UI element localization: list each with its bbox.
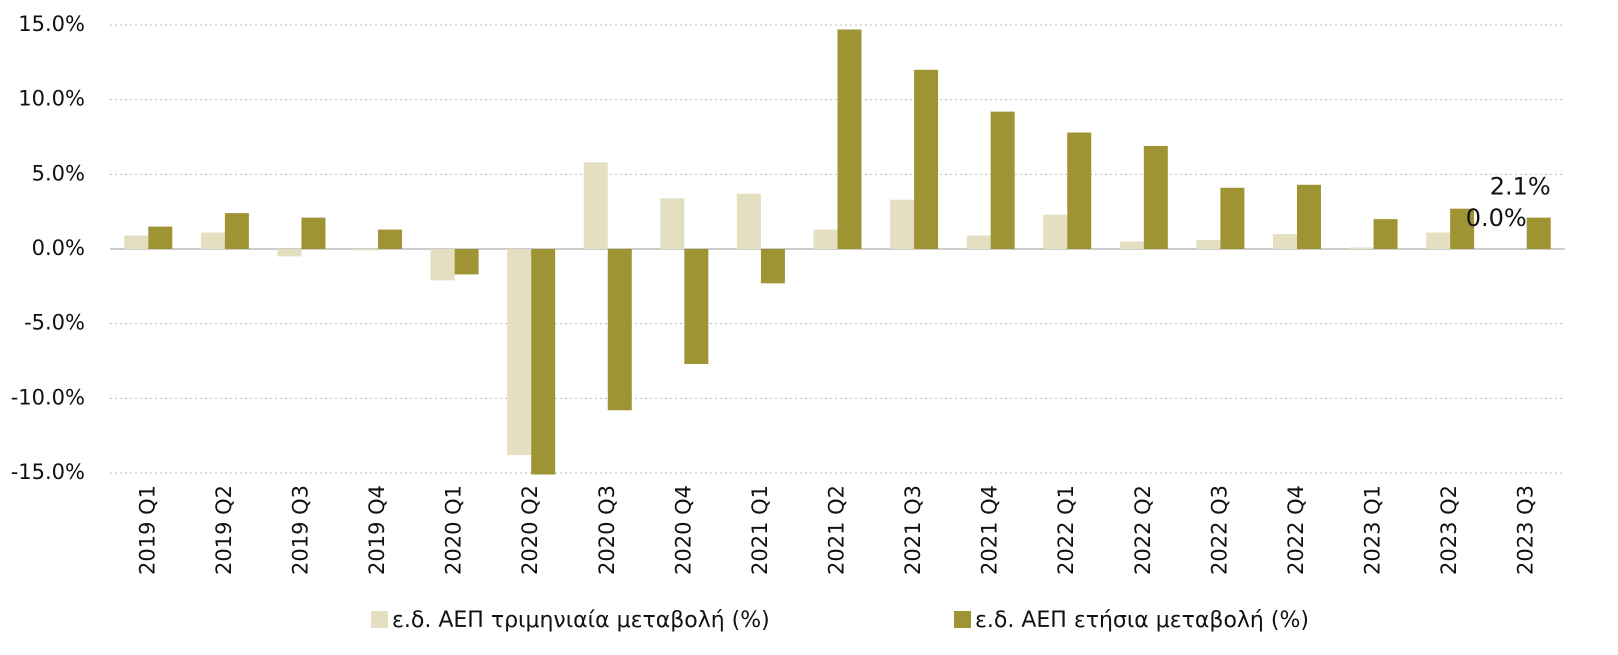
y-tick-label: -15.0% bbox=[11, 460, 85, 484]
bar bbox=[607, 249, 632, 411]
data-label: 2.1% bbox=[1490, 173, 1551, 201]
bar bbox=[1272, 234, 1297, 249]
x-tick-label: 2021 Q3 bbox=[901, 485, 925, 575]
y-tick-label: -5.0% bbox=[24, 311, 85, 335]
bar bbox=[684, 249, 709, 364]
bar bbox=[301, 217, 326, 249]
x-tick-label: 2022 Q3 bbox=[1207, 485, 1231, 575]
x-tick-label: 2019 Q4 bbox=[365, 485, 389, 575]
x-tick-label: 2021 Q2 bbox=[825, 485, 849, 575]
x-tick-label: 2019 Q1 bbox=[135, 485, 159, 575]
bar bbox=[200, 232, 225, 249]
bar bbox=[813, 229, 838, 249]
bar bbox=[1143, 145, 1168, 249]
bar bbox=[224, 213, 249, 249]
bar bbox=[837, 29, 862, 250]
y-tick-label: 5.0% bbox=[32, 161, 85, 185]
bar bbox=[1450, 208, 1475, 249]
legend-swatch bbox=[954, 611, 971, 628]
bar bbox=[1220, 187, 1245, 249]
bar bbox=[736, 193, 761, 249]
bar bbox=[430, 249, 455, 281]
bar bbox=[454, 249, 479, 275]
bar bbox=[760, 249, 785, 284]
bar bbox=[354, 249, 379, 251]
bar bbox=[507, 249, 532, 456]
bar bbox=[890, 199, 915, 249]
bar bbox=[660, 198, 685, 249]
x-tick-label: 2020 Q1 bbox=[442, 485, 466, 575]
y-tick-label: -10.0% bbox=[11, 385, 85, 409]
x-tick-label: 2023 Q1 bbox=[1361, 485, 1385, 575]
bar bbox=[124, 235, 149, 249]
legend-label: ε.δ. ΑΕΠ τριμηνιαία μεταβολή (%) bbox=[392, 608, 770, 633]
legend-label: ε.δ. ΑΕΠ ετήσια μεταβολή (%) bbox=[975, 608, 1309, 633]
bar bbox=[990, 111, 1015, 249]
x-tick-label: 2023 Q3 bbox=[1514, 485, 1538, 575]
bar bbox=[1373, 219, 1398, 249]
bar bbox=[914, 69, 939, 249]
x-tick-label: 2021 Q4 bbox=[978, 485, 1002, 575]
x-tick-label: 2020 Q3 bbox=[595, 485, 619, 575]
bar bbox=[966, 235, 991, 249]
bar bbox=[1526, 217, 1551, 249]
bar bbox=[1196, 240, 1221, 249]
bar bbox=[1119, 241, 1144, 249]
bar bbox=[148, 226, 173, 249]
x-tick-label: 2021 Q1 bbox=[748, 485, 772, 575]
x-tick-label: 2019 Q3 bbox=[288, 485, 312, 575]
legend-swatch bbox=[371, 611, 388, 628]
x-tick-label: 2020 Q4 bbox=[671, 485, 695, 575]
y-tick-label: 10.0% bbox=[18, 87, 85, 111]
x-tick-label: 2020 Q2 bbox=[518, 485, 542, 575]
data-label: 0.0% bbox=[1466, 204, 1527, 232]
x-tick-label: 2022 Q1 bbox=[1054, 485, 1078, 575]
bar bbox=[1349, 247, 1374, 249]
bar bbox=[1043, 214, 1068, 249]
x-tick-label: 2022 Q4 bbox=[1284, 485, 1308, 575]
x-tick-label: 2023 Q2 bbox=[1437, 485, 1461, 575]
y-tick-label: 0.0% bbox=[32, 236, 85, 260]
bar bbox=[1296, 184, 1321, 249]
bar bbox=[1426, 232, 1451, 249]
y-tick-label: 15.0% bbox=[18, 12, 85, 36]
bar bbox=[531, 249, 556, 475]
bar bbox=[1067, 132, 1092, 249]
x-tick-label: 2022 Q2 bbox=[1131, 485, 1155, 575]
bar bbox=[378, 229, 403, 249]
bar bbox=[583, 162, 608, 249]
x-tick-label: 2019 Q2 bbox=[212, 485, 236, 575]
bar bbox=[277, 249, 302, 257]
